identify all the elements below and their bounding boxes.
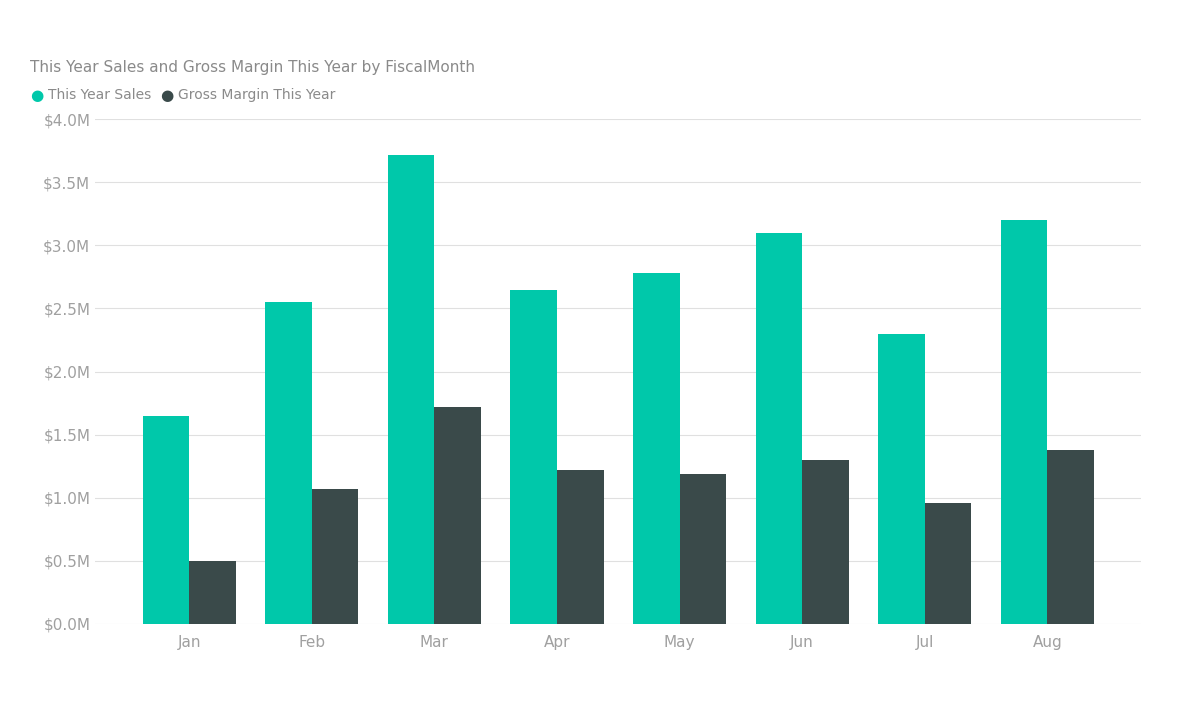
Text: ●: ● [161, 88, 174, 102]
Bar [803, 460, 849, 624]
Bar [434, 407, 482, 624]
Text: This Year Sales and Gross Margin This Year by FiscalMonth: This Year Sales and Gross Margin This Ye… [30, 60, 474, 74]
Bar [265, 302, 312, 624]
Bar [312, 489, 358, 624]
Text: Gross Margin This Year: Gross Margin This Year [178, 88, 335, 102]
Bar [1048, 450, 1094, 624]
Bar [189, 561, 235, 624]
Bar [925, 503, 971, 624]
Bar [1001, 220, 1048, 624]
Bar [879, 334, 925, 624]
Text: ●: ● [30, 88, 43, 102]
Bar [755, 233, 803, 624]
Bar [556, 470, 604, 624]
Bar [388, 154, 434, 624]
Bar [143, 416, 189, 624]
Bar [633, 273, 680, 624]
Bar [680, 474, 726, 624]
Bar [510, 290, 556, 624]
Text: This Year Sales: This Year Sales [48, 88, 151, 102]
